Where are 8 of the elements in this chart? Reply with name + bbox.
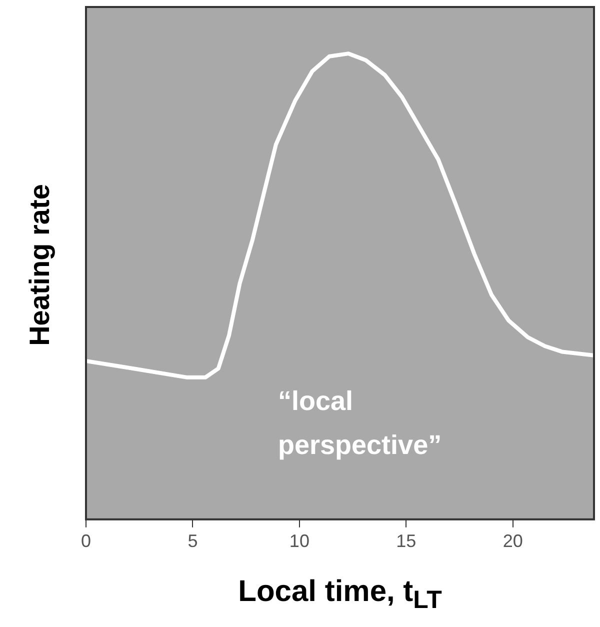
x-tick-label: 5	[188, 531, 198, 552]
annotation: “local perspective”	[278, 386, 442, 460]
x-tick-label: 10	[289, 531, 310, 552]
x-tick-label: 20	[502, 531, 523, 552]
x-axis-title: Local time, t$_{LT}$	[238, 575, 442, 615]
x-tick-label: 0	[80, 531, 92, 552]
y-axis-title: Heating rate	[24, 184, 56, 346]
x-tick-label: 15	[396, 531, 416, 552]
